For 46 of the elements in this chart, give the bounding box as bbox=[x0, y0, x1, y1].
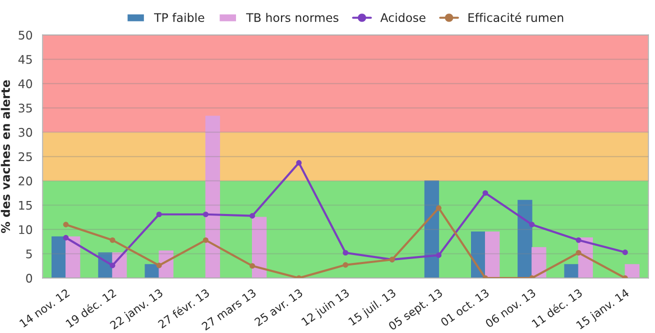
bar bbox=[532, 247, 546, 278]
y-tick-label: 30 bbox=[18, 128, 32, 137]
y-tick-label: 10 bbox=[19, 225, 32, 234]
point bbox=[63, 222, 69, 228]
legend-label: TB hors normes bbox=[246, 12, 338, 22]
bar bbox=[205, 116, 220, 278]
point bbox=[436, 252, 442, 258]
point bbox=[482, 190, 488, 196]
bar bbox=[518, 200, 532, 278]
point bbox=[250, 213, 256, 219]
y-tick-label: 35 bbox=[18, 104, 32, 113]
point bbox=[156, 262, 162, 268]
point bbox=[342, 250, 348, 256]
point bbox=[622, 250, 628, 256]
bar bbox=[564, 264, 579, 278]
y-tick-label: 15 bbox=[19, 201, 32, 210]
bar bbox=[484, 232, 500, 278]
legend-label: Efficacité rumen bbox=[468, 12, 564, 22]
point bbox=[576, 237, 582, 243]
y-tick-label: 45 bbox=[18, 55, 32, 64]
bar bbox=[252, 216, 267, 278]
point bbox=[202, 212, 208, 218]
y-tick-label: 40 bbox=[18, 79, 32, 88]
point bbox=[250, 263, 256, 269]
point bbox=[156, 212, 162, 218]
bar bbox=[624, 264, 640, 278]
y-tick-label: 0 bbox=[26, 274, 32, 283]
point bbox=[296, 160, 302, 166]
bar bbox=[424, 180, 440, 278]
bar bbox=[66, 236, 80, 278]
point bbox=[110, 262, 116, 268]
point bbox=[342, 262, 348, 268]
point bbox=[110, 237, 116, 243]
y-tick-label: 25 bbox=[18, 152, 32, 162]
y-tick-label: 5 bbox=[26, 250, 32, 258]
y-axis-title: % des vaches en alerte bbox=[0, 80, 10, 234]
legend-label: TP faible bbox=[154, 12, 204, 22]
legend-label: Acidose bbox=[380, 12, 426, 22]
point bbox=[529, 222, 535, 228]
point bbox=[576, 250, 582, 256]
bar bbox=[52, 236, 66, 278]
y-tick-label: 20 bbox=[18, 176, 32, 186]
point bbox=[436, 205, 442, 211]
point bbox=[202, 237, 208, 243]
point bbox=[63, 234, 69, 240]
y-tick-label: 50 bbox=[18, 30, 32, 40]
